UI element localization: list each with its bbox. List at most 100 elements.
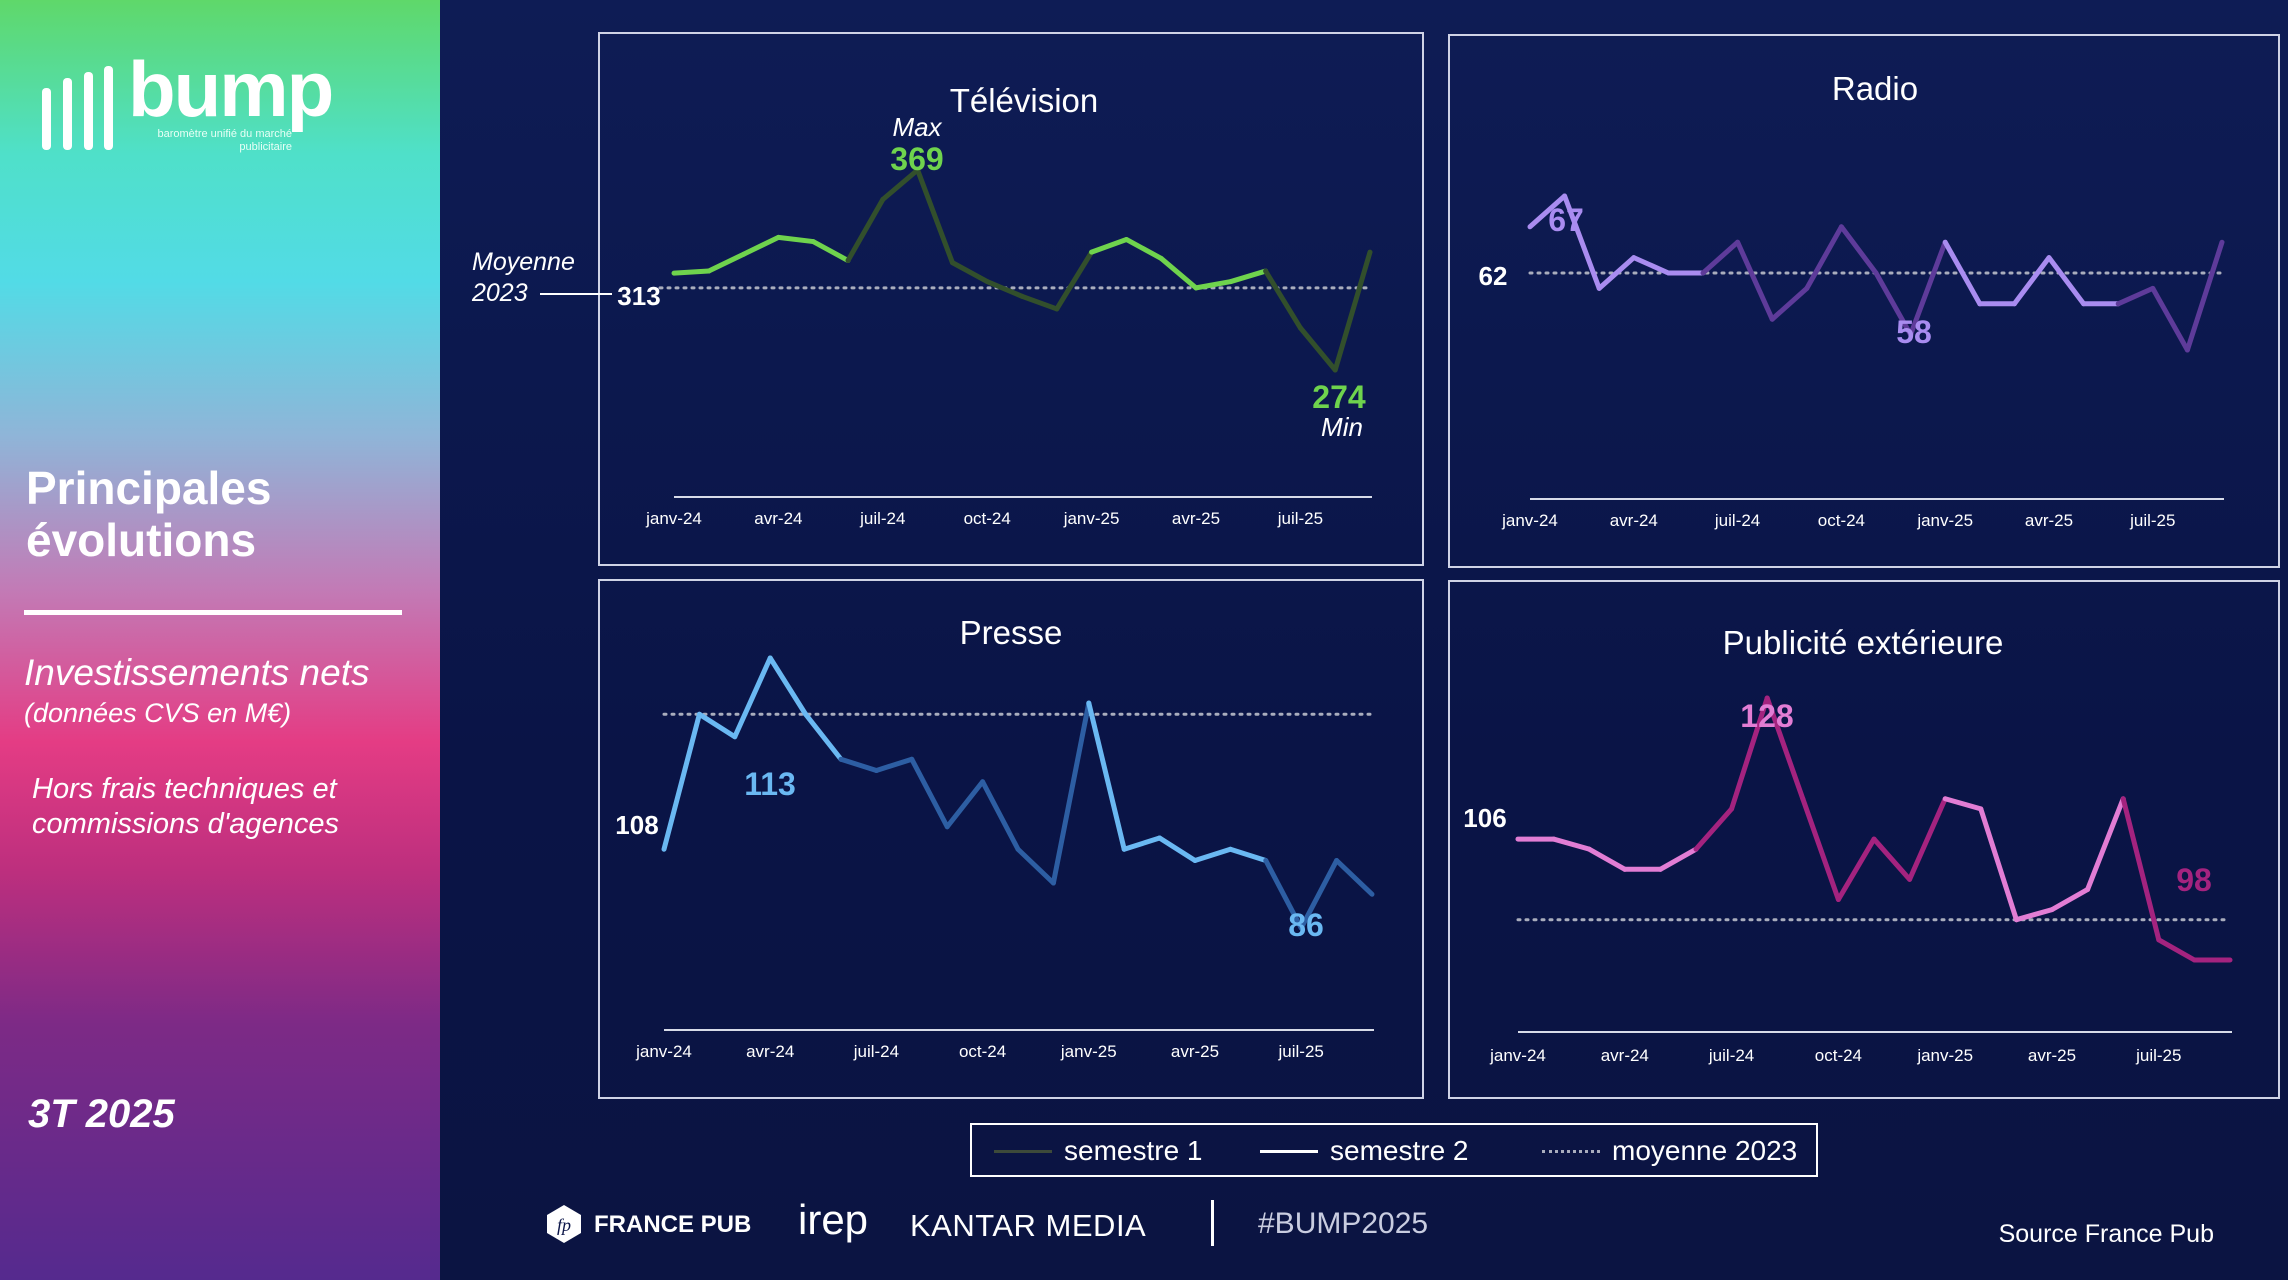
divider [24,610,402,615]
series-segment-juil-25 [1297,325,1338,373]
series-segment-oct-24 [980,779,1021,852]
x-tick-label: avr-25 [1171,1042,1219,1061]
series-segment-avr-24 [775,234,816,245]
series-segment-avr-24 [1631,255,1671,276]
x-tick-label: janv-24 [1489,1046,1546,1065]
series-segment-janv-24 [1527,193,1568,230]
x-tick-label: avr-24 [746,1042,794,1061]
series-segment-sept-24 [1800,796,1841,903]
series-segment-févr-24 [1562,193,1602,291]
legend-semestre-1: semestre 1 [994,1131,1203,1171]
series-segment-nov-24 [1019,293,1060,312]
data-label-average: 313 [617,281,660,311]
x-tick-label: juil-25 [2135,1046,2181,1065]
x-tick-label: avr-24 [1601,1046,1649,1065]
kantar-media-logo: KANTAR MEDIA [910,1208,1147,1243]
series-segment-mai-25 [1228,268,1269,285]
series-segment-janv-25 [1942,239,1983,307]
scope-note: Hors frais techniques et commissions d'a… [32,773,339,840]
x-tick-label: janv-25 [1063,509,1120,528]
x-tick-label: oct-24 [959,1042,1006,1061]
data-label-average: 108 [615,810,658,840]
series-segment-août-24 [915,167,955,266]
series-segment-déc-24 [1907,796,1948,882]
series-segment-mars-24 [732,655,773,740]
series-segment-oct-24 [1838,224,1879,276]
average-callout-label: Moyenne [472,248,575,276]
chart-panel-television [598,32,1424,566]
series-segment-mars-24 [741,234,781,257]
average-callout-year: 2023 [471,279,528,307]
x-tick-label: janv-25 [1916,511,1973,530]
legend-swatch-avg [1542,1149,1600,1153]
x-tick-label: janv-24 [635,1042,692,1061]
data-label-max: 128 [1740,698,1793,734]
data-label-min-word: Min [1321,412,1363,442]
subtitle-unit: (données CVS en M€) [24,698,292,728]
x-tick-label: avr-25 [1172,509,1220,528]
series-segment-mai-24 [810,239,851,264]
series-segment-juil-25 [2156,937,2197,963]
series-segment-sept-24 [1804,224,1844,291]
series-segment-mars-25 [1158,255,1199,291]
series-segment-avr-24 [767,655,809,717]
series-segment-juin-25 [2120,796,2162,943]
series-segment-févr-24 [706,251,747,274]
series-segment-févr-25 [1121,835,1163,852]
data-label-max-word: Max [892,112,942,142]
series-segment-avr-25 [2049,886,2091,913]
source-note: Source France Pub [1998,1220,2214,1248]
series-segment-août-25 [1332,249,1373,373]
series-segment-juin-25 [1263,268,1303,331]
brand-name: bump [128,45,334,133]
chart-title: Publicité extérieure [1723,624,2004,661]
series-segment-janv-25 [1086,700,1127,852]
irep-logo: irep [798,1196,869,1243]
data-label-min: 58 [1896,314,1932,350]
legend-label-s1: semestre 1 [1064,1135,1203,1166]
series-segment-nov-24 [1873,270,1914,338]
series-segment-mars-24 [1596,255,1637,291]
series-segment-juin-24 [1693,806,1735,852]
x-tick-label: oct-24 [964,509,1011,528]
series-segment-janv-24 [671,268,712,276]
series-segment-août-25 [2184,239,2225,353]
x-tick-label: juil-25 [1278,1042,1324,1061]
data-label-min: 274 [1312,379,1366,415]
x-tick-label: oct-24 [1818,511,1865,530]
series-segment-févr-24 [1551,836,1592,852]
series-segment-janv-25 [1089,236,1129,255]
period-label: 3T 2025 [28,1092,175,1136]
series-segment-oct-24 [1835,836,1877,903]
series-segment-juin-24 [1700,239,1741,276]
x-tick-label: avr-24 [1610,511,1658,530]
legend-semestre-2: semestre 2 [1260,1131,1469,1171]
svg-text:fp: fp [557,1215,571,1235]
series-segment-juil-25 [2150,285,2190,353]
hashtag: #BUMP2025 [1258,1207,1429,1240]
chart-legend: semestre 1 semestre 2 moyenne 2023 [970,1123,1818,1177]
series-segment-juin-24 [838,756,879,773]
chart-panel-presse [598,579,1424,1099]
x-tick-label: janv-24 [645,509,702,528]
x-tick-label: juil-24 [853,1042,899,1061]
x-tick-label: avr-24 [754,509,802,528]
x-tick-label: juil-24 [859,509,905,528]
series-segment-août-24 [1769,285,1810,322]
data-label-min: 86 [1288,907,1324,943]
series-segment-juil-24 [873,756,915,773]
x-tick-label: avr-25 [2028,1046,2076,1065]
series-segment-mars-25 [1157,835,1198,863]
series-segment-mars-24 [1586,846,1628,872]
series-segment-sept-24 [949,260,990,285]
chart-title: Télévision [950,82,1099,119]
x-tick-label: janv-24 [1501,511,1558,530]
series-segment-avr-25 [2046,255,2087,307]
x-tick-label: juil-25 [2129,511,2175,530]
series-segment-févr-25 [1123,236,1164,261]
series-segment-juin-25 [1263,858,1304,931]
sidebar: bump baromètre unifié du marché publicit… [0,0,440,1280]
series-segment-déc-24 [1054,249,1095,312]
x-tick-label: juil-24 [1708,1046,1754,1065]
series-segment-oct-24 [984,279,1025,299]
